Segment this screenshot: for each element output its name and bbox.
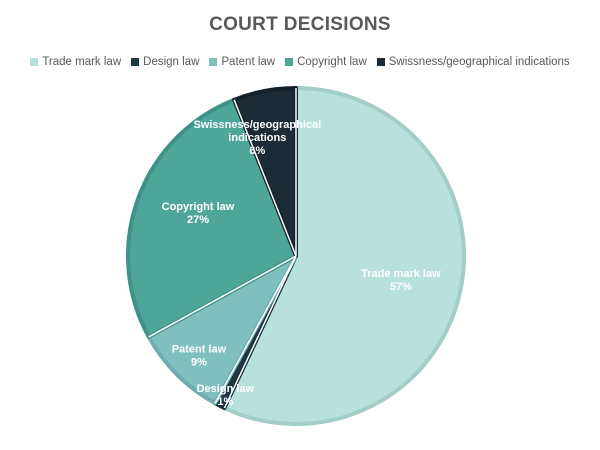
data-label-value: 1% bbox=[217, 396, 233, 408]
data-label-category: Trade mark law bbox=[361, 268, 441, 280]
data-label-category: indications bbox=[228, 132, 286, 144]
data-label-value: 27% bbox=[187, 214, 209, 226]
data-label-category: Patent law bbox=[172, 344, 227, 356]
data-label-category: Swissness/geographical bbox=[193, 119, 321, 131]
data-label-value: 6% bbox=[249, 145, 265, 157]
data-label-category: Design law bbox=[197, 383, 255, 395]
data-label-value: 57% bbox=[390, 281, 412, 293]
data-label-category: Copyright law bbox=[162, 201, 235, 213]
data-label-value: 9% bbox=[191, 357, 207, 369]
